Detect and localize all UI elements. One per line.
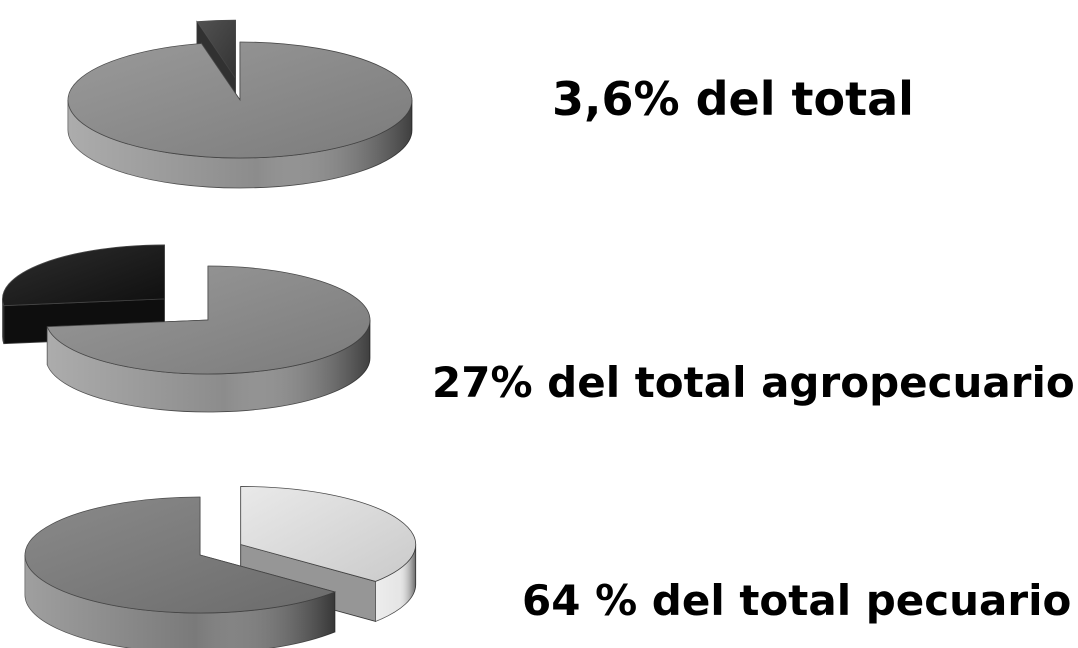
pie-chart-2 — [2, 244, 371, 413]
pie-slice-rim-shade — [47, 320, 371, 413]
pie-slice-2-1 — [46, 265, 371, 413]
pie-slice-top-shade — [67, 42, 412, 158]
pie-slice-top-shade — [196, 20, 236, 79]
pie-slice-wall-shade — [240, 544, 376, 622]
pie-slice-rim-shade — [375, 544, 416, 622]
pie-caption-1: 3,6% del total — [552, 72, 914, 126]
pie-chart-1 — [67, 19, 413, 189]
pie-caption-2: 27% del total agropecuario — [432, 358, 1075, 407]
pie-slice-1-1 — [67, 41, 413, 189]
pie-slice-3-2 — [240, 486, 417, 623]
pie-caption-3: 64 % del total pecuario — [522, 576, 1072, 625]
pie-slice-top-shade — [47, 266, 371, 374]
pie-slice-rim-shade — [25, 555, 335, 648]
pie-slice-top-shade — [2, 244, 165, 306]
pie-slice-2-2 — [2, 244, 165, 345]
pie-slice-3-1 — [24, 496, 337, 648]
pie-chart-3 — [24, 486, 417, 648]
pie-slice-top-shade — [240, 486, 416, 582]
pie-slice-top-shade — [24, 497, 335, 613]
pie-slice-rim-shade — [68, 100, 412, 188]
pie-slice-rim-shade — [2, 298, 4, 344]
